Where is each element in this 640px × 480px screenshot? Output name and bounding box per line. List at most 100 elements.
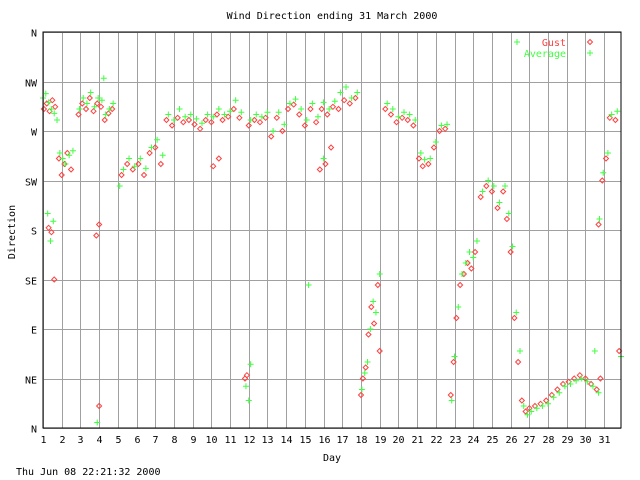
gust-point xyxy=(95,402,103,410)
y-tick-label: W xyxy=(31,128,38,139)
x-tick-label: 2 xyxy=(59,435,65,446)
gust-point xyxy=(86,94,93,102)
gust-point xyxy=(152,144,159,151)
average-point xyxy=(584,378,591,385)
average-point xyxy=(247,361,254,368)
gust-point xyxy=(185,116,193,124)
average-point xyxy=(80,95,87,101)
gust-point xyxy=(51,103,59,111)
average-point xyxy=(348,95,355,101)
average-point xyxy=(395,113,402,120)
average-point xyxy=(496,199,503,206)
average-point xyxy=(227,108,234,115)
average-point xyxy=(520,403,527,409)
average-point xyxy=(505,210,512,217)
gust-point xyxy=(290,101,297,108)
gust-point xyxy=(450,358,457,366)
gust-point xyxy=(202,116,209,124)
gust-point xyxy=(362,364,369,371)
gust-point xyxy=(157,160,165,168)
average-point xyxy=(83,100,90,107)
average-point xyxy=(264,109,271,116)
gust-point xyxy=(370,320,378,327)
gust-point xyxy=(542,397,550,404)
average-point xyxy=(45,99,52,106)
average-point xyxy=(126,155,133,162)
gust-point xyxy=(376,347,383,355)
gust-point xyxy=(82,105,90,113)
x-tick-label: 29 xyxy=(561,435,573,446)
average-point xyxy=(459,271,466,277)
average-point xyxy=(417,150,424,156)
y-tick-label: SW xyxy=(25,178,38,189)
gust-point xyxy=(307,105,314,113)
gust-point xyxy=(503,215,511,223)
average-point xyxy=(485,177,492,184)
series-average xyxy=(40,75,624,426)
y-tick-label: SE xyxy=(25,277,37,288)
gust-point xyxy=(241,375,249,382)
average-point xyxy=(238,109,245,116)
x-tick-label: 7 xyxy=(152,435,158,446)
average-point xyxy=(473,238,480,244)
average-point xyxy=(589,383,596,390)
gust-point xyxy=(40,105,48,113)
average-point xyxy=(524,411,531,418)
grid-lines xyxy=(43,32,621,429)
average-point xyxy=(148,144,155,151)
average-point xyxy=(567,381,574,387)
average-point xyxy=(354,89,361,96)
gust-point xyxy=(163,116,170,124)
gust-point xyxy=(316,166,324,173)
average-point xyxy=(98,97,105,104)
average-point xyxy=(59,155,66,162)
average-point xyxy=(470,254,477,261)
average-point xyxy=(314,113,321,120)
gust-point xyxy=(236,114,243,122)
x-tick-label: 13 xyxy=(261,435,273,446)
average-point xyxy=(253,111,260,118)
gust-point xyxy=(174,114,181,122)
chart-title: Wind Direction ending 31 March 2000 xyxy=(227,11,438,22)
gust-point xyxy=(453,314,460,322)
gust-point xyxy=(196,125,204,133)
average-point xyxy=(376,271,383,277)
gust-point xyxy=(447,391,454,399)
average-point xyxy=(479,188,486,195)
average-point xyxy=(438,122,445,129)
x-axis-label: Day xyxy=(323,453,341,464)
gust-point xyxy=(576,371,584,379)
gust-point xyxy=(51,276,58,283)
gust-point xyxy=(522,408,529,415)
legend-marker-gust xyxy=(586,38,594,46)
gust-point xyxy=(118,171,125,179)
gust-point xyxy=(215,155,223,162)
average-point xyxy=(247,117,254,123)
x-tick-label: 1 xyxy=(40,435,46,446)
gust-point xyxy=(79,100,86,107)
average-point xyxy=(448,397,455,404)
legend: Gust Average xyxy=(514,38,594,60)
average-point xyxy=(614,108,621,115)
gust-point xyxy=(365,331,372,338)
gust-point xyxy=(436,127,443,135)
average-point xyxy=(176,106,183,112)
gust-point xyxy=(357,391,365,399)
average-point xyxy=(466,249,473,255)
timestamp-label: Thu Jun 08 22:21:32 2000 xyxy=(16,467,161,478)
gust-point xyxy=(374,281,382,289)
gust-point xyxy=(219,116,226,124)
average-point xyxy=(389,106,396,112)
gust-point xyxy=(93,232,100,239)
gust-point xyxy=(48,228,55,236)
gust-point xyxy=(359,375,367,382)
gust-point xyxy=(602,155,610,162)
gust-point xyxy=(94,100,101,107)
gust-point xyxy=(208,118,215,126)
average-point xyxy=(292,96,299,103)
x-tick-label: 25 xyxy=(486,435,498,446)
average-point xyxy=(320,99,327,106)
average-point xyxy=(309,100,316,107)
gust-point xyxy=(324,111,331,118)
